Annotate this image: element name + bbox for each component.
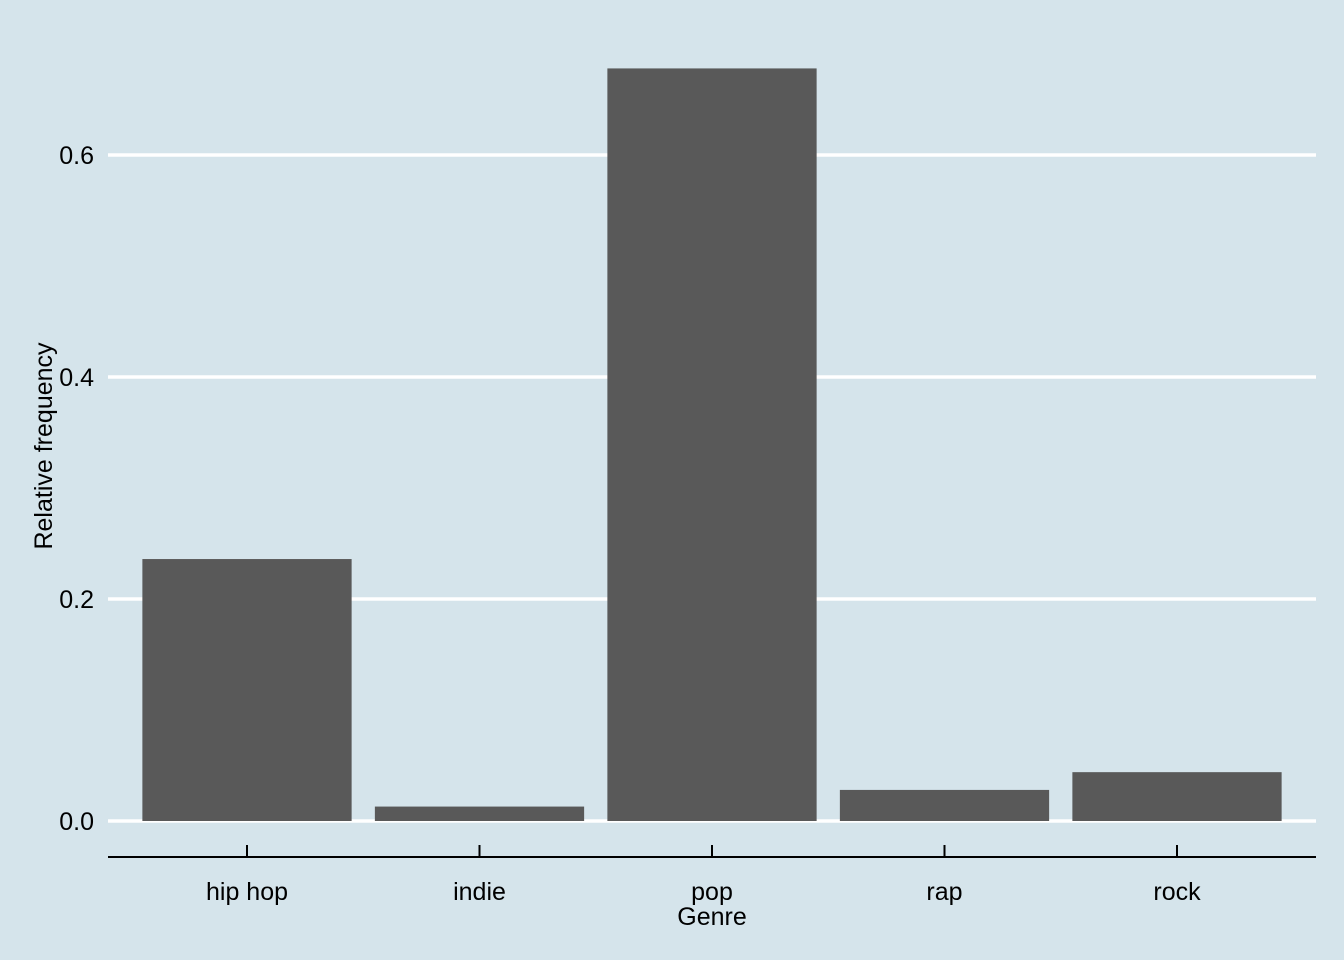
x-tick-labels: hip hop indie pop rap rock	[206, 878, 1201, 906]
x-tick-label: rock	[1153, 878, 1201, 906]
bar-hip-hop	[142, 559, 352, 821]
y-tick-label: 0.2	[59, 586, 94, 614]
bars-layer	[142, 68, 1282, 822]
bar-pop	[607, 68, 817, 822]
bar-rap	[839, 789, 1050, 821]
bar-indie	[374, 806, 585, 821]
x-tick-label: hip hop	[206, 878, 288, 906]
bar-rock	[1072, 772, 1282, 821]
x-axis-title: Genre	[677, 903, 746, 931]
y-tick-labels: 0.0 0.2 0.4 0.6	[59, 142, 94, 836]
y-tick-label: 0.0	[59, 808, 94, 836]
y-axis-title: Relative frequency	[30, 342, 58, 550]
y-tick-label: 0.6	[59, 142, 94, 170]
x-tick-label: pop	[691, 878, 733, 906]
x-tick-label: indie	[453, 878, 506, 906]
y-tick-label: 0.4	[59, 364, 94, 392]
x-tick-label: rap	[926, 878, 962, 906]
axis-layer	[108, 845, 1316, 858]
